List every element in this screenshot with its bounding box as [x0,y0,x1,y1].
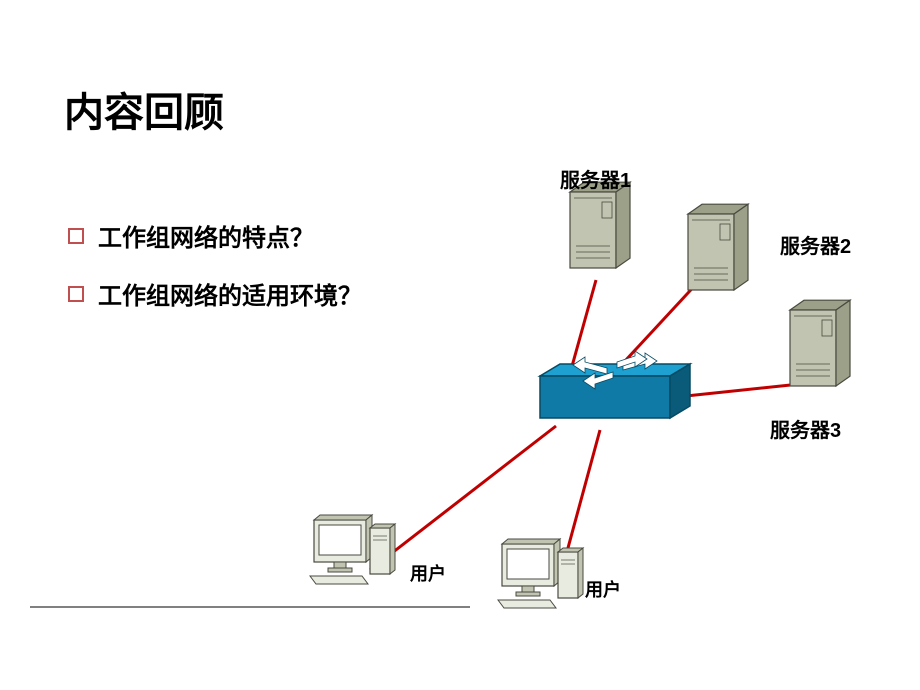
label-user1: 用户 [410,560,446,586]
network-diagram [0,0,920,690]
label-user2: 用户 [585,576,621,602]
divider-line [30,606,470,608]
server-icons [570,182,850,386]
label-server1: 服务器1 [560,164,631,193]
switch-icon [540,351,690,418]
label-server2: 服务器2 [780,230,851,259]
label-server3: 服务器3 [770,414,841,443]
computer-icons [310,515,583,608]
cable-lines [370,280,800,570]
